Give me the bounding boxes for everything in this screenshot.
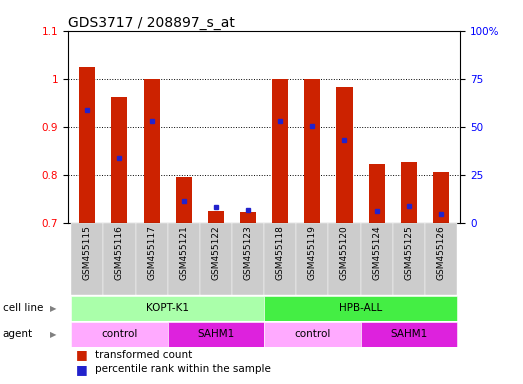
Text: ▶: ▶ [50,304,56,313]
Text: control: control [294,329,331,339]
Text: cell line: cell line [3,303,43,313]
Text: transformed count: transformed count [96,350,192,360]
FancyBboxPatch shape [71,322,168,347]
Bar [272,79,288,223]
FancyBboxPatch shape [264,322,360,347]
FancyBboxPatch shape [135,223,168,295]
Text: GSM455117: GSM455117 [147,225,156,280]
FancyBboxPatch shape [71,223,104,295]
FancyBboxPatch shape [71,296,264,321]
Text: GSM455118: GSM455118 [276,225,285,280]
Text: ▶: ▶ [50,330,56,339]
Text: GDS3717 / 208897_s_at: GDS3717 / 208897_s_at [68,16,235,30]
Text: percentile rank within the sample: percentile rank within the sample [96,364,271,374]
Text: ■: ■ [76,348,87,361]
Text: SAHM1: SAHM1 [390,329,427,339]
Text: GSM455123: GSM455123 [244,225,253,280]
Text: GSM455120: GSM455120 [340,225,349,280]
Text: GSM455115: GSM455115 [83,225,92,280]
Text: GSM455121: GSM455121 [179,225,188,280]
Bar [79,67,95,223]
FancyBboxPatch shape [360,322,457,347]
Bar [240,212,256,223]
Text: GSM455126: GSM455126 [437,225,446,280]
Text: GSM455122: GSM455122 [211,225,220,280]
Bar [369,164,385,223]
FancyBboxPatch shape [200,223,232,295]
FancyBboxPatch shape [264,223,296,295]
Bar [433,172,449,223]
Text: HPB-ALL: HPB-ALL [339,303,382,313]
Text: ■: ■ [76,362,87,376]
Bar [336,87,353,223]
Text: agent: agent [3,329,33,339]
FancyBboxPatch shape [168,223,200,295]
Text: GSM455116: GSM455116 [115,225,124,280]
Text: GSM455125: GSM455125 [404,225,413,280]
FancyBboxPatch shape [104,223,135,295]
Text: control: control [101,329,138,339]
Bar [143,79,160,223]
Bar [401,162,417,223]
Text: GSM455119: GSM455119 [308,225,317,280]
Bar [208,211,224,223]
FancyBboxPatch shape [296,223,328,295]
FancyBboxPatch shape [232,223,264,295]
FancyBboxPatch shape [328,223,360,295]
FancyBboxPatch shape [264,296,457,321]
FancyBboxPatch shape [168,322,264,347]
Text: GSM455124: GSM455124 [372,225,381,280]
Bar [304,79,321,223]
FancyBboxPatch shape [393,223,425,295]
Bar [176,177,192,223]
Text: KOPT-K1: KOPT-K1 [146,303,189,313]
FancyBboxPatch shape [360,223,393,295]
FancyBboxPatch shape [425,223,457,295]
Text: SAHM1: SAHM1 [197,329,234,339]
Bar [111,97,128,223]
